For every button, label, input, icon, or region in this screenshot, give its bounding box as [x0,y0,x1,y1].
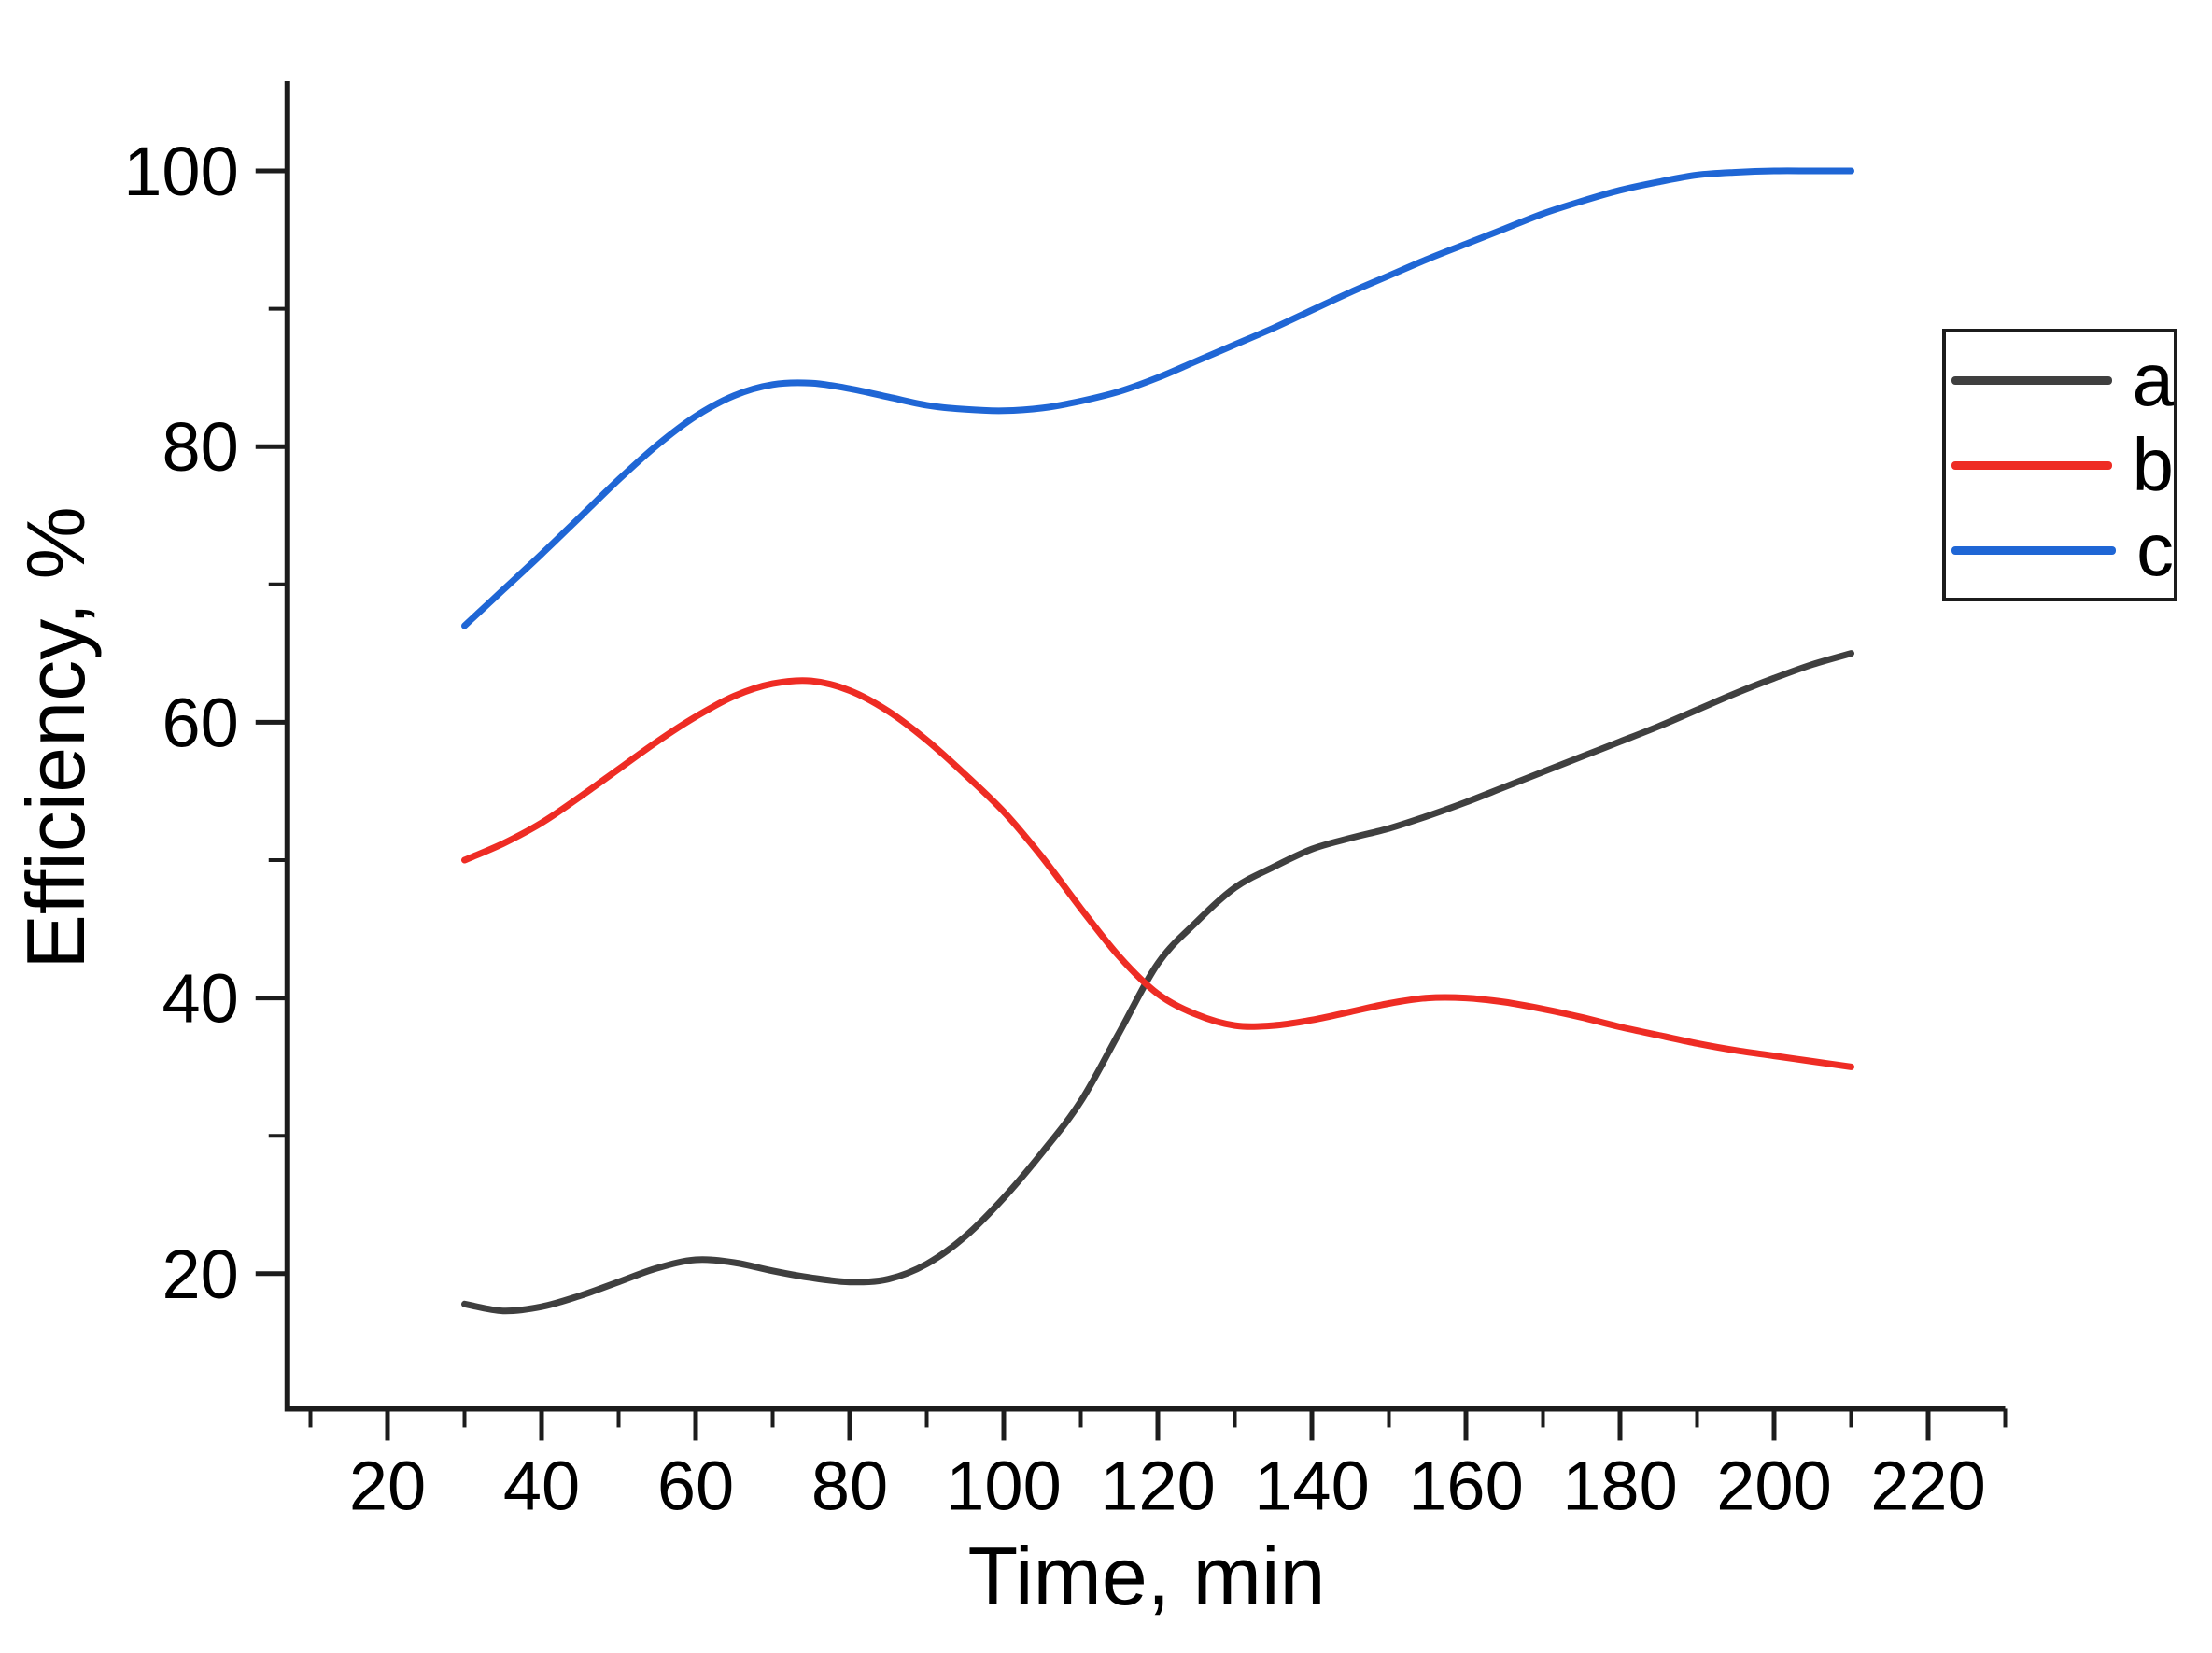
x-tick-label: 120 [1100,1447,1215,1524]
x-tick-label: 60 [657,1447,734,1524]
legend-item-b: b [1946,428,2174,502]
x-tick-label: 140 [1254,1447,1369,1524]
curve-c [461,167,1854,629]
legend-item-a: a [1946,343,2174,417]
legend-line-a [1951,375,2112,385]
axes-layer: 20 40 60 80 100 120 140 160 180 200 220 20 40 60 80 100 [123,81,2008,1524]
legend-label-a: a [2132,338,2175,421]
x-tick-label: 160 [1408,1447,1523,1524]
legend-label-b: b [2132,423,2175,506]
x-tick-label: 20 [349,1447,426,1524]
x-tick-label: 40 [503,1447,580,1524]
curve-a [461,650,1854,1315]
legend-line-c [1951,545,2116,555]
x-tick-label: 180 [1562,1447,1677,1524]
x-tick-label: 100 [946,1447,1061,1524]
x-tick-label: 200 [1716,1447,1831,1524]
legend-label-c: c [2136,508,2174,591]
y-tick-label: 60 [162,684,238,761]
legend-line-b [1951,460,2112,470]
axis-spines [284,81,2006,1412]
legend-item-c: c [1946,513,2174,587]
y-tick-label: 80 [162,408,238,486]
y-tick-label: 40 [162,960,238,1038]
y-tick-label: 20 [162,1236,238,1313]
series-layer [461,167,1854,1315]
x-tick-label: 80 [811,1447,888,1524]
y-tick-label: 100 [123,133,238,210]
x-tick-label: 220 [1870,1447,1985,1524]
y-axis-title: Efficiency, % [9,506,102,969]
x-axis-title: Time, min [968,1530,1326,1622]
curve-b [461,677,1854,1070]
